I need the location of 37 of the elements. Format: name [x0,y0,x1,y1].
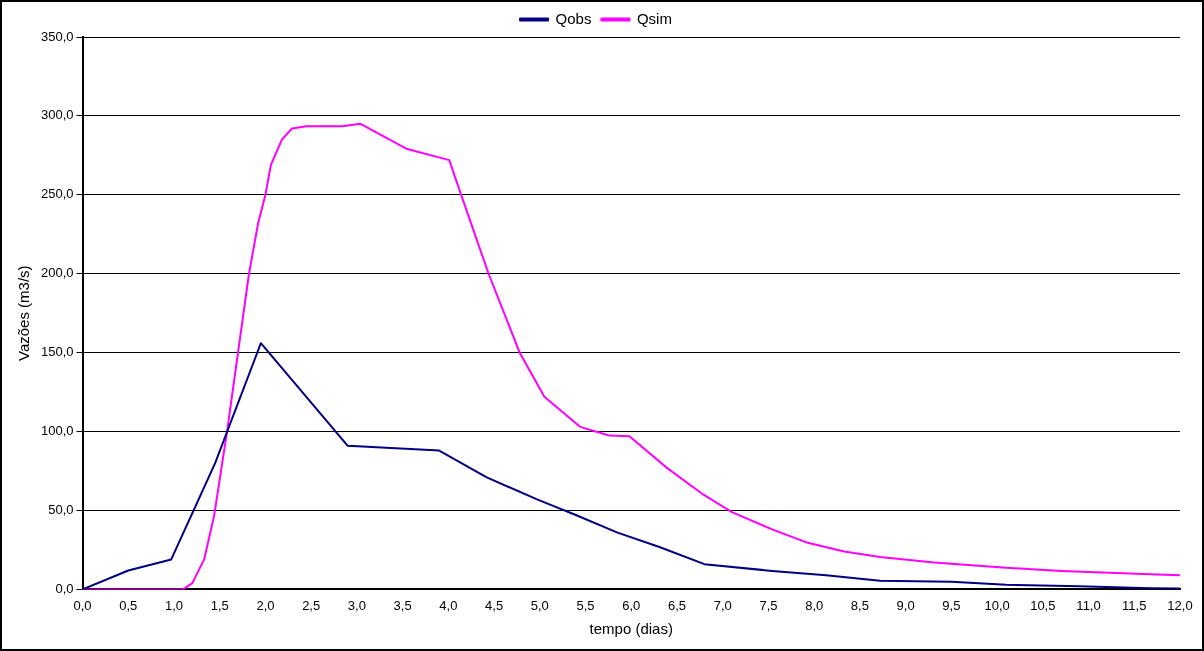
x-tick-label: 7,0 [713,597,732,613]
y-tick-label: 100,0 [40,423,74,439]
x-tick-label: 5,5 [576,597,595,613]
y-tick-label: 350,0 [40,28,74,44]
x-tick-label: 5,0 [530,597,549,613]
legend-label: Qobs [555,9,592,27]
y-axis-title: Vazões (m3/s) [15,265,33,361]
x-tick-label: 3,0 [347,597,366,613]
x-tick-label: 3,5 [393,597,412,613]
y-tick-label: 300,0 [40,107,74,123]
x-tick-label: 9,0 [896,597,915,613]
x-tick-label: 11,5 [1122,597,1147,613]
x-axis-title: tempo (dias) [589,620,673,638]
legend-label: Qsim [636,9,672,27]
x-tick-label: 6,5 [667,597,687,613]
y-tick-label: 150,0 [40,344,74,360]
x-tick-label: 8,0 [805,597,824,613]
y-tick-label: 0,0 [55,580,74,596]
x-tick-label: 0,5 [119,597,138,613]
x-tick-label: 6,0 [622,597,641,613]
y-tick-label: 50,0 [48,502,74,518]
y-tick-label: 200,0 [40,265,74,281]
x-tick-label: 4,0 [439,597,458,613]
x-tick-label: 11,0 [1076,597,1101,613]
x-tick-label: 4,5 [485,597,504,613]
x-tick-label: 10,0 [984,597,1010,613]
x-tick-label: 2,0 [256,597,275,613]
x-tick-label: 10,5 [1030,597,1056,613]
x-tick-label: 12,0 [1167,597,1193,613]
x-tick-label: 1,0 [164,597,184,613]
x-tick-label: 8,5 [850,597,869,613]
x-tick-label: 1,5 [210,597,229,613]
x-tick-label: 9,5 [942,597,961,613]
x-tick-label: 7,5 [759,597,778,613]
x-tick-label: 0,0 [73,597,92,613]
y-tick-label: 250,0 [40,186,74,202]
x-tick-label: 2,5 [302,597,321,613]
